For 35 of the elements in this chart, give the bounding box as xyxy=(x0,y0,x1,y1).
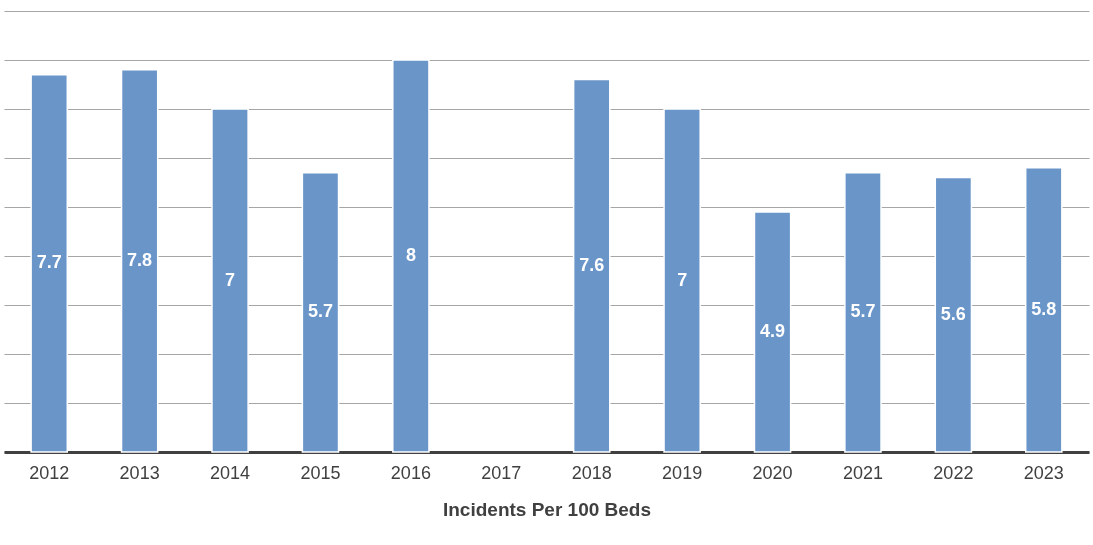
data-label: 7 xyxy=(225,269,236,290)
x-tick-label: 2012 xyxy=(29,462,70,483)
data-label: 4.9 xyxy=(760,320,786,341)
x-tick-label: 2017 xyxy=(481,462,522,483)
data-label: 8 xyxy=(405,245,416,265)
bar xyxy=(30,73,69,453)
bar xyxy=(663,108,701,453)
data-label: 5.7 xyxy=(307,301,333,322)
x-tick-label: 2013 xyxy=(119,462,160,483)
data-label: 7 xyxy=(677,269,688,290)
x-tick-label: 2020 xyxy=(752,462,793,483)
data-label: 7.7 xyxy=(36,252,62,273)
data-label: 7.8 xyxy=(127,249,153,270)
x-tick-label: 2023 xyxy=(1023,462,1064,483)
bar xyxy=(1024,167,1063,453)
x-tick-label: 2015 xyxy=(300,462,341,483)
x-tick-label: 2021 xyxy=(842,462,883,483)
data-label: 5.6 xyxy=(940,303,966,324)
bar xyxy=(120,69,159,453)
bar xyxy=(211,108,249,453)
bar xyxy=(934,176,973,453)
data-label: 7.6 xyxy=(579,254,605,275)
bar xyxy=(301,171,340,453)
bar xyxy=(753,211,792,453)
bar xyxy=(392,59,430,453)
bar xyxy=(572,78,611,453)
x-tick-label: 2014 xyxy=(210,462,251,483)
x-tick-label: 2016 xyxy=(390,462,431,483)
x-tick-label: 2019 xyxy=(662,462,703,483)
data-label: 5.7 xyxy=(850,301,876,322)
x-tick-label: 2018 xyxy=(571,462,612,483)
data-label: 5.8 xyxy=(1031,298,1057,319)
x-tick-label: 2022 xyxy=(933,462,974,483)
x-axis-title: Incidents Per 100 Beds xyxy=(442,498,652,520)
bar xyxy=(844,171,882,453)
